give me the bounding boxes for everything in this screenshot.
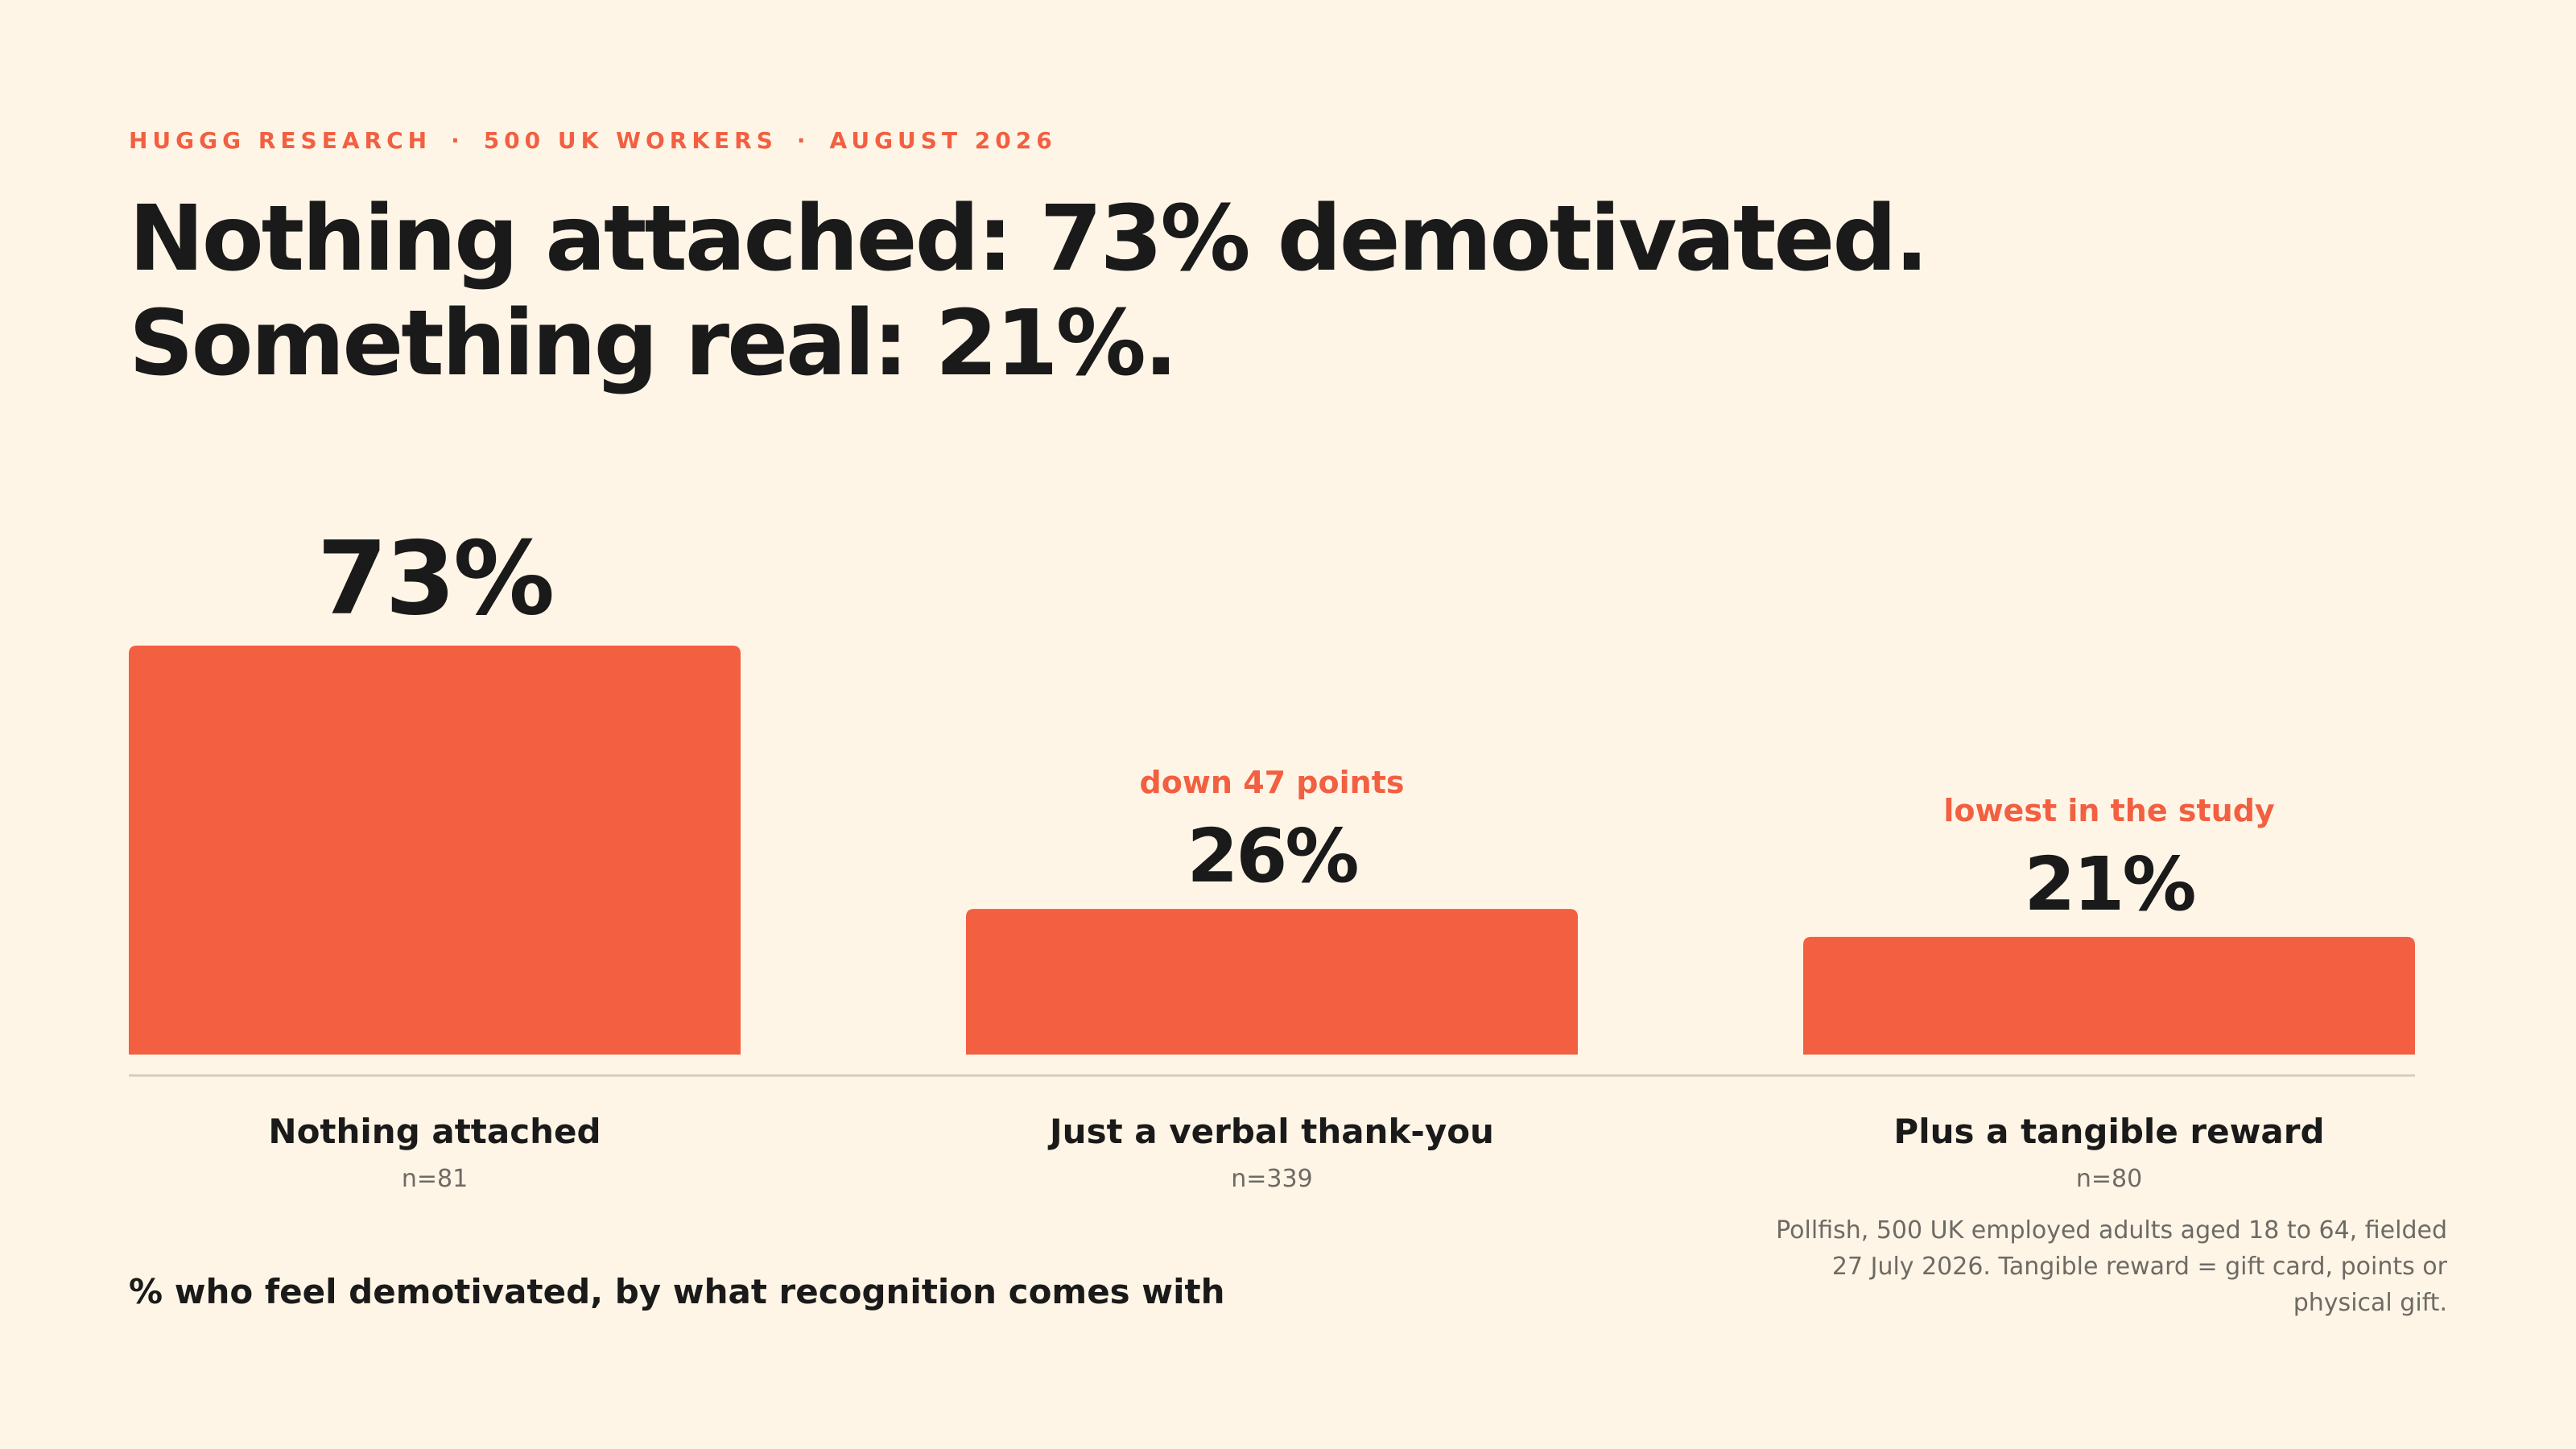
headline-line-1: Nothing attached: 73% demotivated. bbox=[129, 187, 1929, 291]
bar bbox=[129, 646, 741, 1055]
headline: Nothing attached: 73% demotivated. Somet… bbox=[129, 187, 1929, 396]
eyebrow-separator: · bbox=[796, 127, 811, 154]
headline-line-2: Something real: 21%. bbox=[129, 291, 1178, 396]
sample-size: n=81 bbox=[402, 1165, 468, 1193]
eyebrow-date: AUGUST 2026 bbox=[829, 127, 1057, 154]
category-label: Nothing attached bbox=[268, 1112, 601, 1151]
value-label: 21% bbox=[2024, 841, 2194, 927]
annotation: down 47 points bbox=[1140, 765, 1405, 800]
bar bbox=[966, 909, 1578, 1055]
eyebrow-sample: 500 UK WORKERS bbox=[483, 127, 778, 154]
source-note: Pollfish, 500 UK employed adults aged 18… bbox=[1776, 1216, 2447, 1317]
sample-size: n=80 bbox=[2076, 1165, 2142, 1193]
eyebrow-publisher: HUGGG RESEARCH bbox=[129, 127, 432, 154]
category-label: Plus a tangible reward bbox=[1893, 1112, 2324, 1151]
eyebrow: HUGGG RESEARCH · 500 UK WORKERS · AUGUST 202… bbox=[129, 127, 1057, 154]
value-label: 26% bbox=[1187, 813, 1357, 899]
eyebrow-separator: · bbox=[451, 127, 464, 154]
chart-subtitle: % who feel demotivated, by what recognit… bbox=[129, 1272, 1225, 1311]
annotation: lowest in the study bbox=[1943, 793, 2275, 828]
bar bbox=[1803, 936, 2415, 1055]
value-label: 73% bbox=[317, 519, 553, 638]
category-label: Just a verbal thank-you bbox=[1047, 1112, 1494, 1151]
sample-size: n=339 bbox=[1231, 1165, 1312, 1193]
